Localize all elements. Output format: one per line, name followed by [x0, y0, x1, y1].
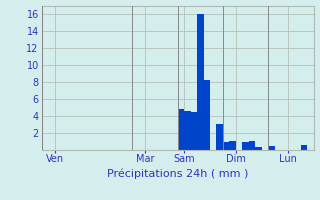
- Bar: [190, 112, 197, 150]
- X-axis label: Précipitations 24h ( mm ): Précipitations 24h ( mm ): [107, 168, 248, 179]
- Bar: [216, 124, 223, 150]
- Bar: [249, 141, 255, 150]
- Bar: [301, 145, 307, 150]
- Bar: [229, 141, 236, 150]
- Bar: [242, 142, 249, 150]
- Bar: [197, 14, 204, 150]
- Bar: [184, 111, 190, 150]
- Bar: [204, 80, 210, 150]
- Bar: [255, 147, 262, 150]
- Bar: [223, 142, 229, 150]
- Bar: [178, 109, 184, 150]
- Bar: [268, 146, 275, 150]
